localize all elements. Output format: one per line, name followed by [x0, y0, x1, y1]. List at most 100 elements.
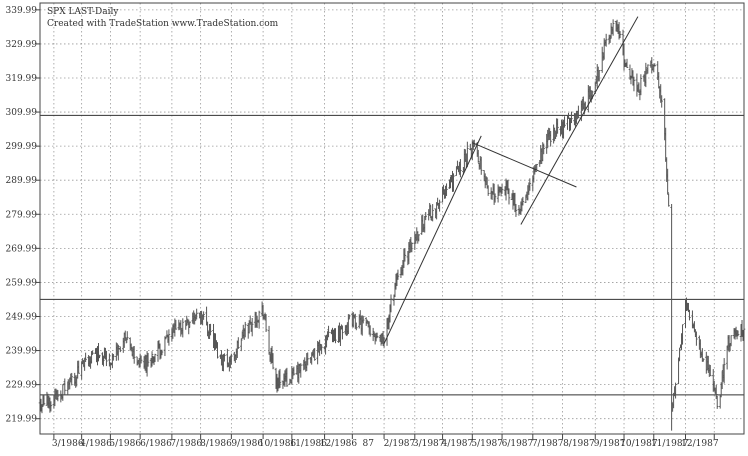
ohlc-bar	[306, 352, 310, 366]
ohlc-bar	[375, 332, 379, 339]
ohlc-bar	[674, 382, 677, 399]
ohlc-bar	[267, 325, 271, 355]
ohlc-bar	[278, 368, 282, 388]
y-tick-label: 259.99	[6, 278, 38, 288]
ohlc-bar	[108, 353, 111, 367]
ohlc-bar	[667, 193, 670, 207]
y-tick-label: 309.99	[6, 108, 38, 118]
x-tick-label: 3/1987	[413, 439, 445, 449]
ohlc-bar	[445, 183, 448, 196]
ohlc-bar	[77, 360, 80, 374]
ohlc-bar	[160, 349, 164, 356]
x-tick-label: 11/1986	[290, 439, 328, 449]
ohlc-bar	[91, 350, 94, 355]
trendlines	[383, 16, 639, 344]
ohlc-bar	[355, 322, 358, 331]
ohlc-bar	[670, 204, 673, 431]
x-tick-label: 9/1986	[231, 439, 263, 449]
ohlc-bar	[604, 33, 608, 47]
grid	[40, 3, 744, 434]
ohlc-bar	[63, 378, 67, 395]
ohlc-bar	[112, 353, 115, 361]
ohlc-bar	[701, 348, 704, 362]
ohlc-bar	[174, 319, 178, 330]
ohlc-bar	[660, 95, 664, 108]
ohlc-bar	[105, 350, 108, 367]
y-tick-label: 289.99	[6, 176, 38, 186]
ohlc-bar	[334, 328, 337, 344]
ohlc-bar	[476, 149, 480, 163]
ohlc-bar	[528, 178, 532, 191]
ohlc-bar	[736, 330, 740, 337]
ohlc-bar	[195, 308, 198, 320]
ohlc-bar	[438, 199, 441, 212]
x-tick-label: 3/1986	[52, 439, 84, 449]
ohlc-bar	[542, 143, 546, 155]
ohlc-bar	[237, 337, 240, 349]
ohlc-bar	[216, 342, 219, 359]
ohlc-bar	[368, 325, 372, 337]
ohlc-bar	[285, 367, 289, 387]
ohlc-bar	[729, 335, 733, 347]
x-tick-label: 5/1987	[471, 439, 503, 449]
ohlc-bar	[577, 105, 580, 119]
ohlc-bar	[223, 353, 226, 362]
x-tick-label: 87	[362, 439, 374, 449]
ohlc-bar	[396, 269, 400, 280]
ohlc-bar	[206, 321, 209, 337]
x-tick-label: 4/1987	[442, 439, 474, 449]
ohlc-bar	[644, 62, 648, 88]
ohlc-bar	[410, 242, 414, 253]
ohlc-bar	[389, 294, 393, 313]
ohlc-bar	[639, 74, 643, 96]
ohlc-bar	[239, 338, 243, 352]
chart-title: SPX LAST-Daily	[47, 7, 119, 17]
x-tick-label: 11/1987	[651, 439, 689, 449]
x-tick-label: 5/1986	[109, 439, 141, 449]
ohlc-bar	[653, 63, 657, 67]
ohlc-bar	[414, 233, 418, 244]
ohlc-bar	[124, 337, 128, 344]
ohlc-bar	[271, 353, 275, 370]
ohlc-bar	[688, 309, 691, 321]
ohlc-bar	[153, 353, 157, 363]
x-tick-label: 4/1986	[80, 439, 112, 449]
ohlc-bar	[618, 31, 622, 39]
ohlc-bar	[479, 156, 483, 175]
ohlc-bar	[608, 34, 612, 43]
ohlc-bar	[666, 168, 669, 195]
y-tick-label: 239.99	[6, 347, 38, 357]
trendline	[472, 142, 577, 188]
ohlc-bar	[521, 196, 525, 206]
ohlc-bar	[167, 329, 171, 346]
ohlc-bar	[570, 111, 573, 124]
ohlc-bar	[646, 64, 650, 74]
ohlc-bar	[119, 346, 122, 353]
ohlc-bar	[549, 130, 552, 147]
ohlc-bar	[42, 394, 46, 406]
ohlc-bar	[188, 321, 192, 328]
x-tick-label: 7/1987	[532, 439, 564, 449]
ohlc-bar	[313, 348, 316, 361]
y-tick-label: 279.99	[6, 210, 38, 220]
ohlc-bar	[243, 321, 247, 338]
ohlc-bar	[452, 173, 455, 192]
y-tick-label: 329.99	[6, 40, 38, 50]
ohlc-bar	[361, 315, 365, 324]
ohlc-bar	[97, 342, 100, 362]
ohlc-bar	[292, 366, 296, 376]
x-tick-label: 6/1986	[140, 439, 172, 449]
ohlc-bar	[632, 76, 636, 92]
ohlc-bar	[702, 358, 705, 362]
ohlc-bar	[164, 336, 168, 340]
ohlc-bar	[597, 70, 601, 82]
ohlc-bar	[459, 159, 462, 178]
y-tick-label: 269.99	[6, 244, 38, 254]
ohlc-bar	[348, 314, 351, 319]
ohlc-bar	[428, 202, 431, 216]
ohlc-bar	[139, 355, 143, 364]
ohlc-bar	[150, 351, 154, 367]
y-tick-label: 219.99	[6, 415, 38, 425]
ohlc-bar	[417, 234, 421, 242]
